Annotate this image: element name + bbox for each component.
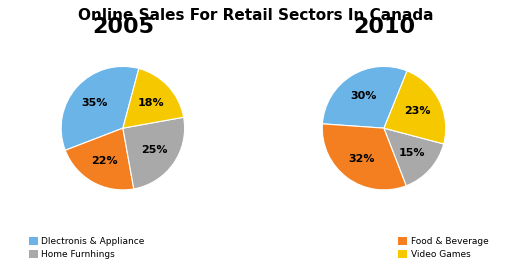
Wedge shape	[384, 71, 446, 144]
Title: 2005: 2005	[92, 17, 154, 37]
Text: 35%: 35%	[81, 98, 108, 108]
Wedge shape	[323, 66, 407, 128]
Text: 25%: 25%	[141, 145, 167, 155]
Text: 23%: 23%	[404, 106, 431, 116]
Text: 32%: 32%	[348, 154, 375, 164]
Text: 18%: 18%	[137, 98, 164, 108]
Text: Online Sales For Retail Sectors In Canada: Online Sales For Retail Sectors In Canad…	[78, 8, 434, 23]
Text: 22%: 22%	[91, 156, 118, 166]
Title: 2010: 2010	[353, 17, 415, 37]
Text: 30%: 30%	[351, 91, 377, 101]
Wedge shape	[61, 66, 139, 150]
Wedge shape	[322, 124, 407, 190]
Wedge shape	[384, 128, 444, 186]
Text: 15%: 15%	[399, 148, 425, 158]
Wedge shape	[123, 69, 184, 128]
Wedge shape	[65, 128, 134, 190]
Legend: Food & Beverage, Video Games: Food & Beverage, Video Games	[395, 234, 492, 262]
Legend: Dlectronis & Appliance, Home Furnhings: Dlectronis & Appliance, Home Furnhings	[25, 234, 148, 262]
Wedge shape	[123, 117, 185, 189]
